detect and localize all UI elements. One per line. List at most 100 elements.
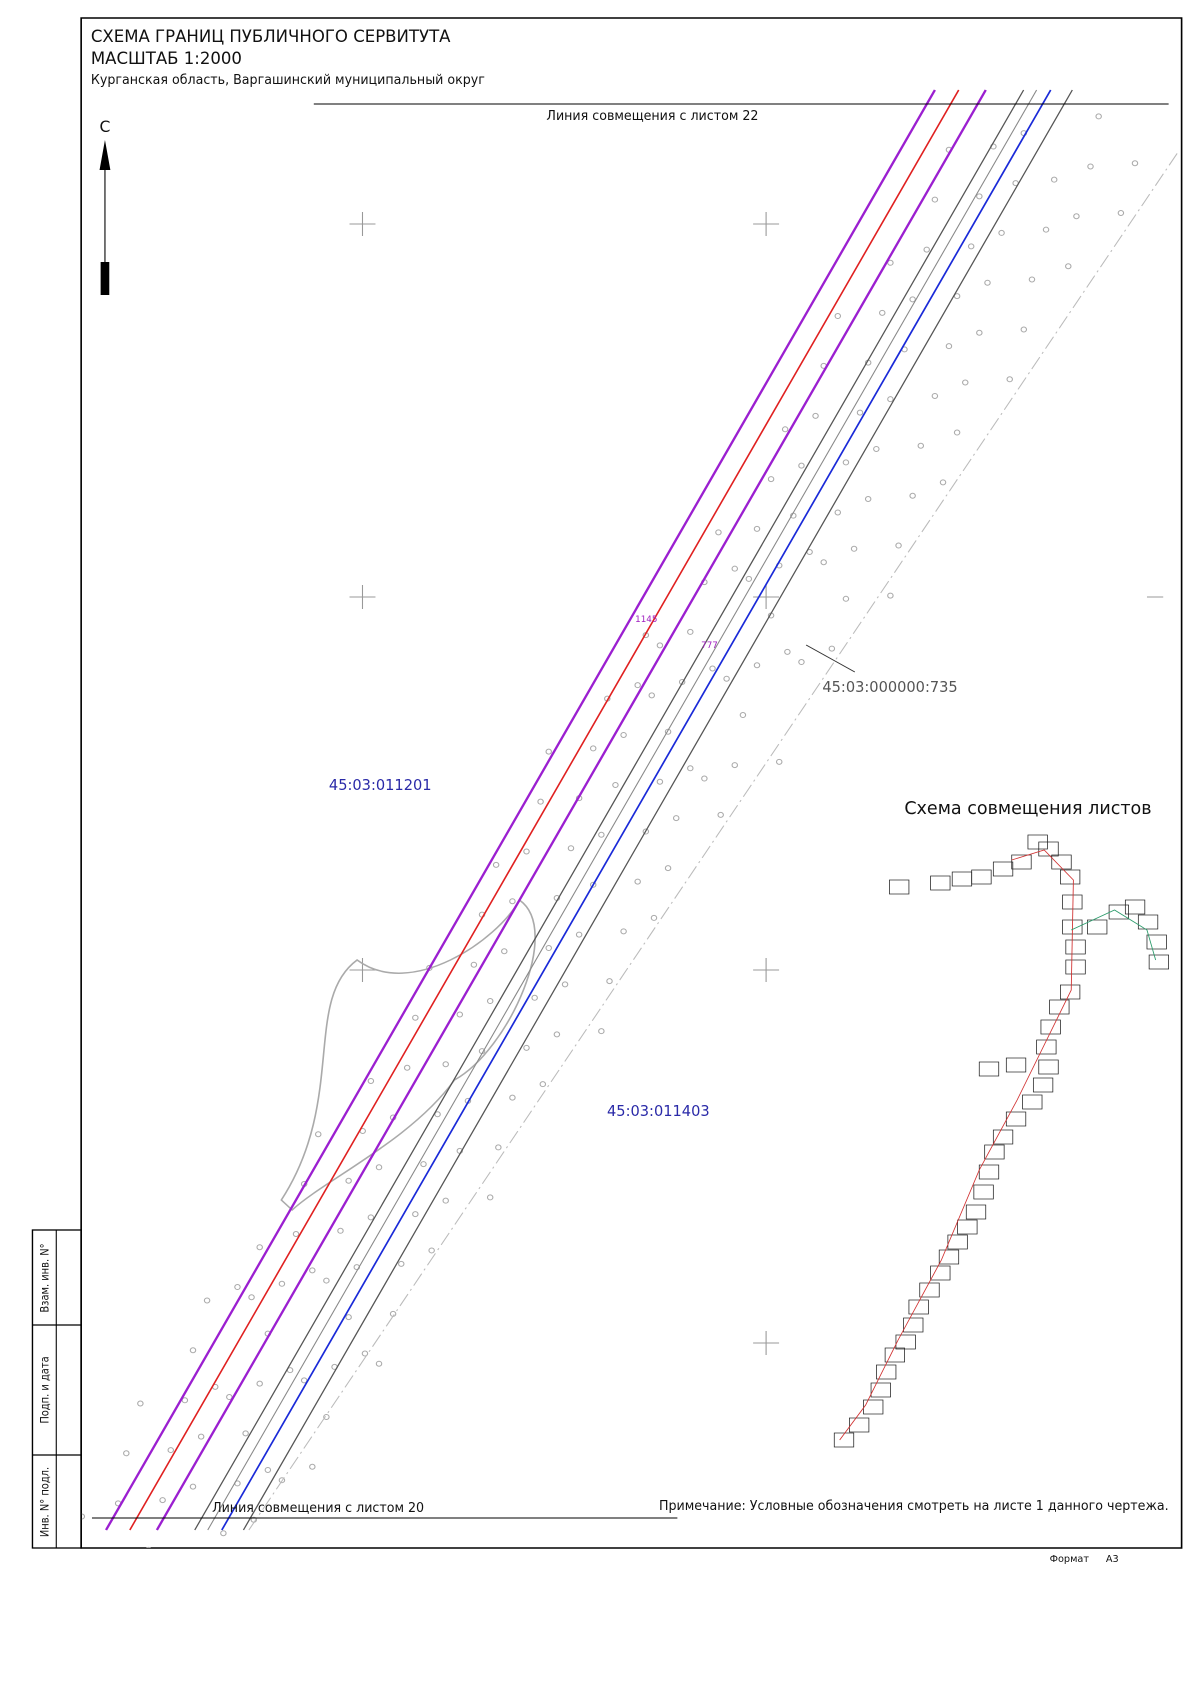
sheet-box [1027,834,1048,850]
stamp-label: Инв. N° подл. [37,1467,52,1537]
survey-point [486,1194,494,1201]
survey-point [575,931,583,938]
survey-point [709,665,716,672]
survey-point [931,392,939,399]
sheet-box [957,1219,978,1235]
sheet-box [951,871,973,887]
survey-point [567,845,575,852]
survey-point [1042,226,1050,233]
survey-point [486,998,494,1005]
sheet-box [973,1184,994,1200]
survey-point [598,1028,605,1035]
route-line [221,89,1052,1531]
sheet-box [884,1347,905,1363]
survey-point [967,243,975,250]
survey-point [998,229,1005,236]
survey-point [1006,376,1013,383]
survey-point [553,1031,561,1038]
survey-point [470,961,478,968]
sheet-box [1005,1111,1027,1127]
parcel-label: 45:03:011201 [329,777,432,794]
route-line [104,89,936,1531]
survey-point [434,1111,441,1118]
survey-point [398,1260,405,1267]
sheet-box [1040,1019,1061,1035]
sheet-box [908,1299,929,1315]
survey-point [509,898,516,905]
survey-point [367,1214,375,1221]
sheet-box [1051,854,1072,870]
survey-point [953,429,961,436]
survey-point [909,296,916,303]
sheet-box [947,1234,968,1250]
route-line [155,89,987,1531]
route-line [242,89,1073,1531]
survey-point [753,525,761,532]
survey-point [137,1400,144,1407]
survey-point [642,828,650,835]
survey-point [189,1347,197,1354]
survey-point [492,861,500,868]
note: Примечание: Условные обозначения смотрет… [659,1498,1169,1513]
survey-point [687,628,694,635]
survey-point [292,1231,300,1238]
survey-point [412,1014,419,1021]
survey-point [278,1477,286,1484]
survey-point [412,1211,419,1218]
survey-point [953,293,961,300]
survey-point [323,1413,330,1420]
survey-point [717,811,724,818]
point-label: 1145 [635,614,657,625]
survey-point [420,1161,427,1168]
survey-point [917,442,925,449]
survey-point [939,479,947,486]
inset-route [839,849,1074,1441]
survey-point [812,412,819,419]
sheet-box [1060,869,1081,885]
survey-point [278,1280,286,1287]
sheet-box [1065,939,1086,955]
survey-point [834,313,842,320]
survey-point [850,545,858,552]
survey-point [203,1297,211,1304]
sheet-box [1060,984,1081,1000]
survey-point [739,712,747,719]
survey-point [923,246,930,253]
survey-point [1131,160,1139,167]
survey-point [403,1064,411,1071]
survey-point [509,1094,516,1101]
sheet-box [863,1399,884,1415]
survey-point [672,815,680,822]
survey-point [745,575,753,582]
grid-cross [753,1331,780,1355]
sheet-box [1108,904,1129,920]
survey-point [931,196,939,203]
survey-point [767,476,775,483]
survey-point [361,1350,369,1357]
survey-point [856,409,864,416]
sheet-box [1022,1094,1043,1110]
sheet-box [1087,919,1108,935]
survey-point [715,529,722,536]
survey-point [687,765,694,772]
sheet-box [965,1204,987,1220]
survey-point [337,1227,344,1234]
survey-point [612,781,619,788]
survey-point [123,1450,130,1457]
survey-point [248,1294,255,1301]
survey-point [495,1144,502,1151]
sheet-box [930,875,951,891]
survey-point [634,682,641,689]
survey-point [656,778,664,785]
match-label-bottom: Линия совмещения с листом 20 [212,1500,424,1515]
format-label: Формат [1050,1553,1090,1565]
survey-point [984,279,991,286]
sheet-box [1124,899,1146,915]
survey-point [375,1164,383,1171]
survey-point [976,329,983,336]
inset-scheme [833,834,1169,1448]
route-line [129,89,960,1531]
survey-point [701,775,708,782]
sheet-box [1062,894,1083,910]
stamp-label: Взам. инв. N° [37,1243,52,1312]
